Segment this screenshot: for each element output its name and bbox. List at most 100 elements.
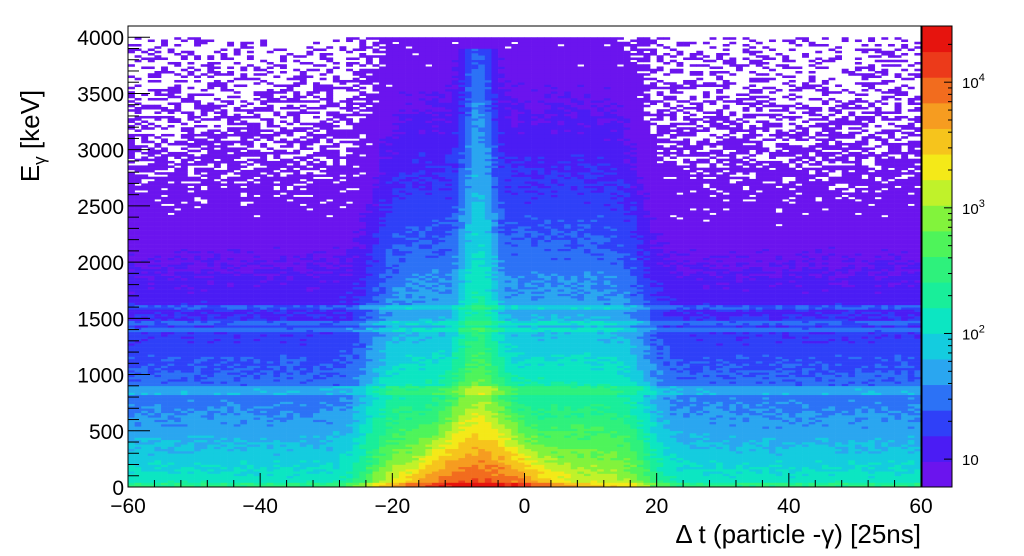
- heatmap-cell: [287, 282, 294, 285]
- heatmap-cell: [141, 334, 148, 337]
- heatmap-cell: [207, 291, 214, 294]
- heatmap-cell: [293, 267, 300, 270]
- heatmap-cell: [187, 471, 194, 474]
- heatmap-cell: [287, 444, 294, 447]
- heatmap-cell: [214, 393, 221, 396]
- heatmap-cell: [187, 370, 194, 373]
- heatmap-cell: [187, 354, 194, 357]
- heatmap-cell: [141, 462, 148, 465]
- heatmap-cell: [320, 300, 327, 303]
- heatmap-cell: [214, 456, 221, 459]
- heatmap-cell: [234, 192, 241, 195]
- heatmap-cell: [287, 386, 294, 389]
- heatmap-cell: [141, 174, 148, 177]
- heatmap-cell: [326, 341, 333, 344]
- heatmap-cell: [326, 478, 333, 481]
- heatmap-cell: [201, 449, 208, 452]
- heatmap-cell: [300, 431, 307, 434]
- heatmap-cell: [194, 381, 201, 384]
- heatmap-cell: [174, 451, 181, 454]
- heatmap-cell: [273, 314, 280, 317]
- heatmap-cell: [300, 231, 307, 234]
- heatmap-cell: [187, 179, 194, 182]
- heatmap-cell: [154, 255, 161, 258]
- heatmap-cell: [194, 188, 201, 191]
- heatmap-cell: [254, 298, 261, 301]
- heatmap-cell: [214, 476, 221, 479]
- heatmap-cell: [201, 348, 208, 351]
- heatmap-cell: [306, 93, 313, 96]
- heatmap-cell: [194, 55, 201, 58]
- heatmap-cell: [247, 368, 254, 371]
- heatmap-cell: [234, 206, 241, 209]
- heatmap-cell: [154, 483, 161, 486]
- heatmap-cell: [141, 332, 148, 335]
- heatmap-cell: [254, 312, 261, 315]
- heatmap-cell: [214, 345, 221, 348]
- heatmap-cell: [128, 75, 135, 78]
- heatmap-cell: [141, 447, 148, 450]
- heatmap-cell: [174, 280, 181, 283]
- heatmap-cell: [280, 460, 287, 463]
- heatmap-cell: [267, 249, 274, 252]
- heatmap-cell: [306, 330, 313, 333]
- heatmap-cell: [194, 348, 201, 351]
- heatmap-cell: [221, 156, 228, 159]
- heatmap-cell: [221, 422, 228, 425]
- heatmap-cell: [300, 307, 307, 310]
- heatmap-cell: [293, 174, 300, 177]
- heatmap-cell: [260, 467, 267, 470]
- heatmap-cell: [194, 75, 201, 78]
- heatmap-cell: [254, 458, 261, 461]
- heatmap-cell: [141, 321, 148, 324]
- heatmap-cell: [287, 318, 294, 321]
- heatmap-cell: [254, 474, 261, 477]
- heatmap-cell: [135, 314, 142, 317]
- heatmap-cell: [148, 210, 155, 213]
- heatmap-cell: [174, 309, 181, 312]
- heatmap-cell: [181, 111, 188, 114]
- heatmap-cell: [320, 413, 327, 416]
- heatmap-cell: [227, 404, 234, 407]
- heatmap-cell: [148, 201, 155, 204]
- heatmap-cell: [141, 305, 148, 308]
- heatmap-cell: [320, 426, 327, 429]
- heatmap-cell: [293, 172, 300, 175]
- heatmap-cell: [201, 138, 208, 141]
- heatmap-cell: [154, 469, 161, 472]
- heatmap-cell: [135, 469, 142, 472]
- heatmap-cell: [174, 235, 181, 238]
- heatmap-cell: [247, 323, 254, 326]
- heatmap-cell: [207, 386, 214, 389]
- heatmap-cell: [201, 375, 208, 378]
- heatmap-cell: [300, 300, 307, 303]
- heatmap-cell: [306, 386, 313, 389]
- heatmap-cell: [260, 201, 267, 204]
- heatmap-cell: [300, 366, 307, 369]
- heatmap-cell: [293, 345, 300, 348]
- heatmap-cell: [161, 208, 168, 211]
- heatmap-cell: [227, 271, 234, 274]
- heatmap-cell: [187, 276, 194, 279]
- heatmap-cell: [273, 271, 280, 274]
- heatmap-cell: [187, 118, 194, 121]
- heatmap-cell: [300, 201, 307, 204]
- heatmap-cell: [254, 388, 261, 391]
- heatmap-cell: [168, 442, 175, 445]
- heatmap-cell: [227, 188, 234, 191]
- heatmap-cell: [135, 118, 142, 121]
- heatmap-cell: [181, 197, 188, 200]
- heatmap-cell: [154, 177, 161, 180]
- heatmap-cell: [320, 406, 327, 409]
- heatmap-cell: [141, 195, 148, 198]
- heatmap-cell: [168, 318, 175, 321]
- heatmap-cell: [234, 253, 241, 256]
- heatmap-cell: [280, 64, 287, 67]
- heatmap-cell: [181, 447, 188, 450]
- heatmap-cell: [168, 429, 175, 432]
- heatmap-cell: [181, 39, 188, 42]
- heatmap-cell: [300, 368, 307, 371]
- heatmap-cell: [168, 258, 175, 261]
- heatmap-cell: [313, 168, 320, 171]
- heatmap-cell: [181, 179, 188, 182]
